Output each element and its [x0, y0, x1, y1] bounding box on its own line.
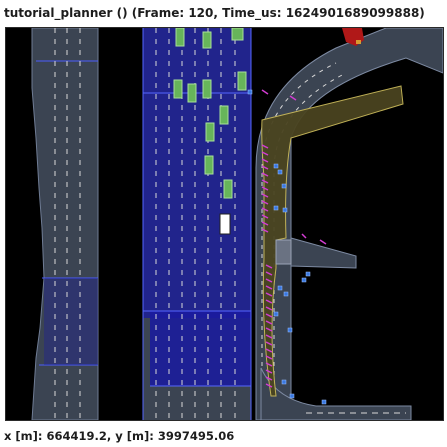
vehicle-box-icon — [237, 71, 247, 91]
pedestrian-icon — [287, 327, 293, 333]
trajectory-marker — [261, 207, 269, 212]
pedestrian-icon — [289, 393, 295, 399]
trajectory-marker — [261, 186, 269, 191]
trajectory-marker — [261, 172, 269, 177]
trajectory-marker — [261, 228, 269, 233]
trajectory-marker — [265, 285, 273, 290]
pedestrian-icon — [281, 379, 287, 385]
trajectory-marker — [261, 165, 269, 170]
trajectory-marker — [265, 313, 273, 318]
trajectory-marker — [261, 221, 269, 226]
trajectory-marker — [265, 334, 273, 339]
trajectory-marker — [265, 320, 273, 325]
pedestrian-icon — [273, 205, 279, 211]
trajectory-marker — [265, 383, 273, 388]
trajectory-marker — [265, 362, 273, 367]
vehicle-box-icon — [202, 79, 212, 99]
pedestrian-icon — [282, 207, 288, 213]
pedestrian-icon — [281, 183, 287, 189]
trajectory-marker — [261, 214, 269, 219]
pedestrian-icon — [273, 311, 279, 317]
pedestrian-icon — [305, 271, 311, 277]
main-road — [142, 28, 252, 420]
trajectory-marker — [319, 239, 327, 245]
trajectory-marker — [265, 306, 273, 311]
trajectory-marker — [265, 271, 273, 276]
vehicle-box-icon — [205, 122, 215, 142]
trajectory-marker — [265, 278, 273, 283]
left-road — [31, 28, 99, 420]
pedestrian-icon — [301, 277, 307, 283]
map-canvas[interactable] — [6, 28, 443, 420]
trajectory-marker — [265, 292, 273, 297]
vehicle-box-icon — [202, 31, 212, 49]
trajectory-marker — [261, 200, 269, 205]
vehicle-box-icon — [223, 179, 233, 199]
pedestrian-icon — [277, 169, 283, 175]
vehicle-box-icon — [231, 28, 244, 41]
map-viewport[interactable] — [5, 27, 444, 421]
trajectory-marker — [289, 95, 297, 101]
pedestrian-group — [247, 89, 327, 405]
trajectory-marker — [261, 144, 269, 149]
trajectory-marker — [265, 264, 273, 269]
vehicle-box-icon — [187, 83, 197, 103]
vehicle-box-icon — [173, 79, 183, 99]
trajectory-marker — [261, 151, 269, 156]
pedestrian-icon — [273, 163, 279, 169]
vehicle-box-icon — [175, 28, 185, 47]
trajectory-marker — [265, 341, 273, 346]
trajectory-marker — [265, 369, 273, 374]
vehicle-box-icon — [204, 155, 214, 175]
pedestrian-icon — [247, 89, 253, 95]
trajectory-marker — [265, 327, 273, 332]
trajectory-marker — [265, 355, 273, 360]
pedestrian-icon — [283, 291, 289, 297]
trajectory-markers — [261, 89, 327, 388]
vehicle-group — [173, 28, 247, 199]
vehicle-box-icon — [219, 105, 229, 125]
trajectory-marker — [261, 158, 269, 163]
trajectory-marker — [261, 89, 269, 95]
ego-vehicle-icon — [219, 213, 231, 235]
window-title: tutorial_planner () (Frame: 120, Time_us… — [0, 0, 447, 26]
cursor-coordinates: x [m]: 664419.2, y [m]: 3997495.06 — [0, 425, 447, 447]
trajectory-marker — [261, 193, 269, 198]
trajectory-marker — [261, 179, 269, 184]
trajectory-marker — [265, 299, 273, 304]
pedestrian-icon — [321, 399, 327, 405]
trajectory-marker — [301, 233, 307, 239]
stop-sign-icon — [342, 28, 364, 46]
trajectory-marker — [265, 376, 273, 381]
trajectory-marker — [265, 348, 273, 353]
pedestrian-icon — [277, 285, 283, 291]
